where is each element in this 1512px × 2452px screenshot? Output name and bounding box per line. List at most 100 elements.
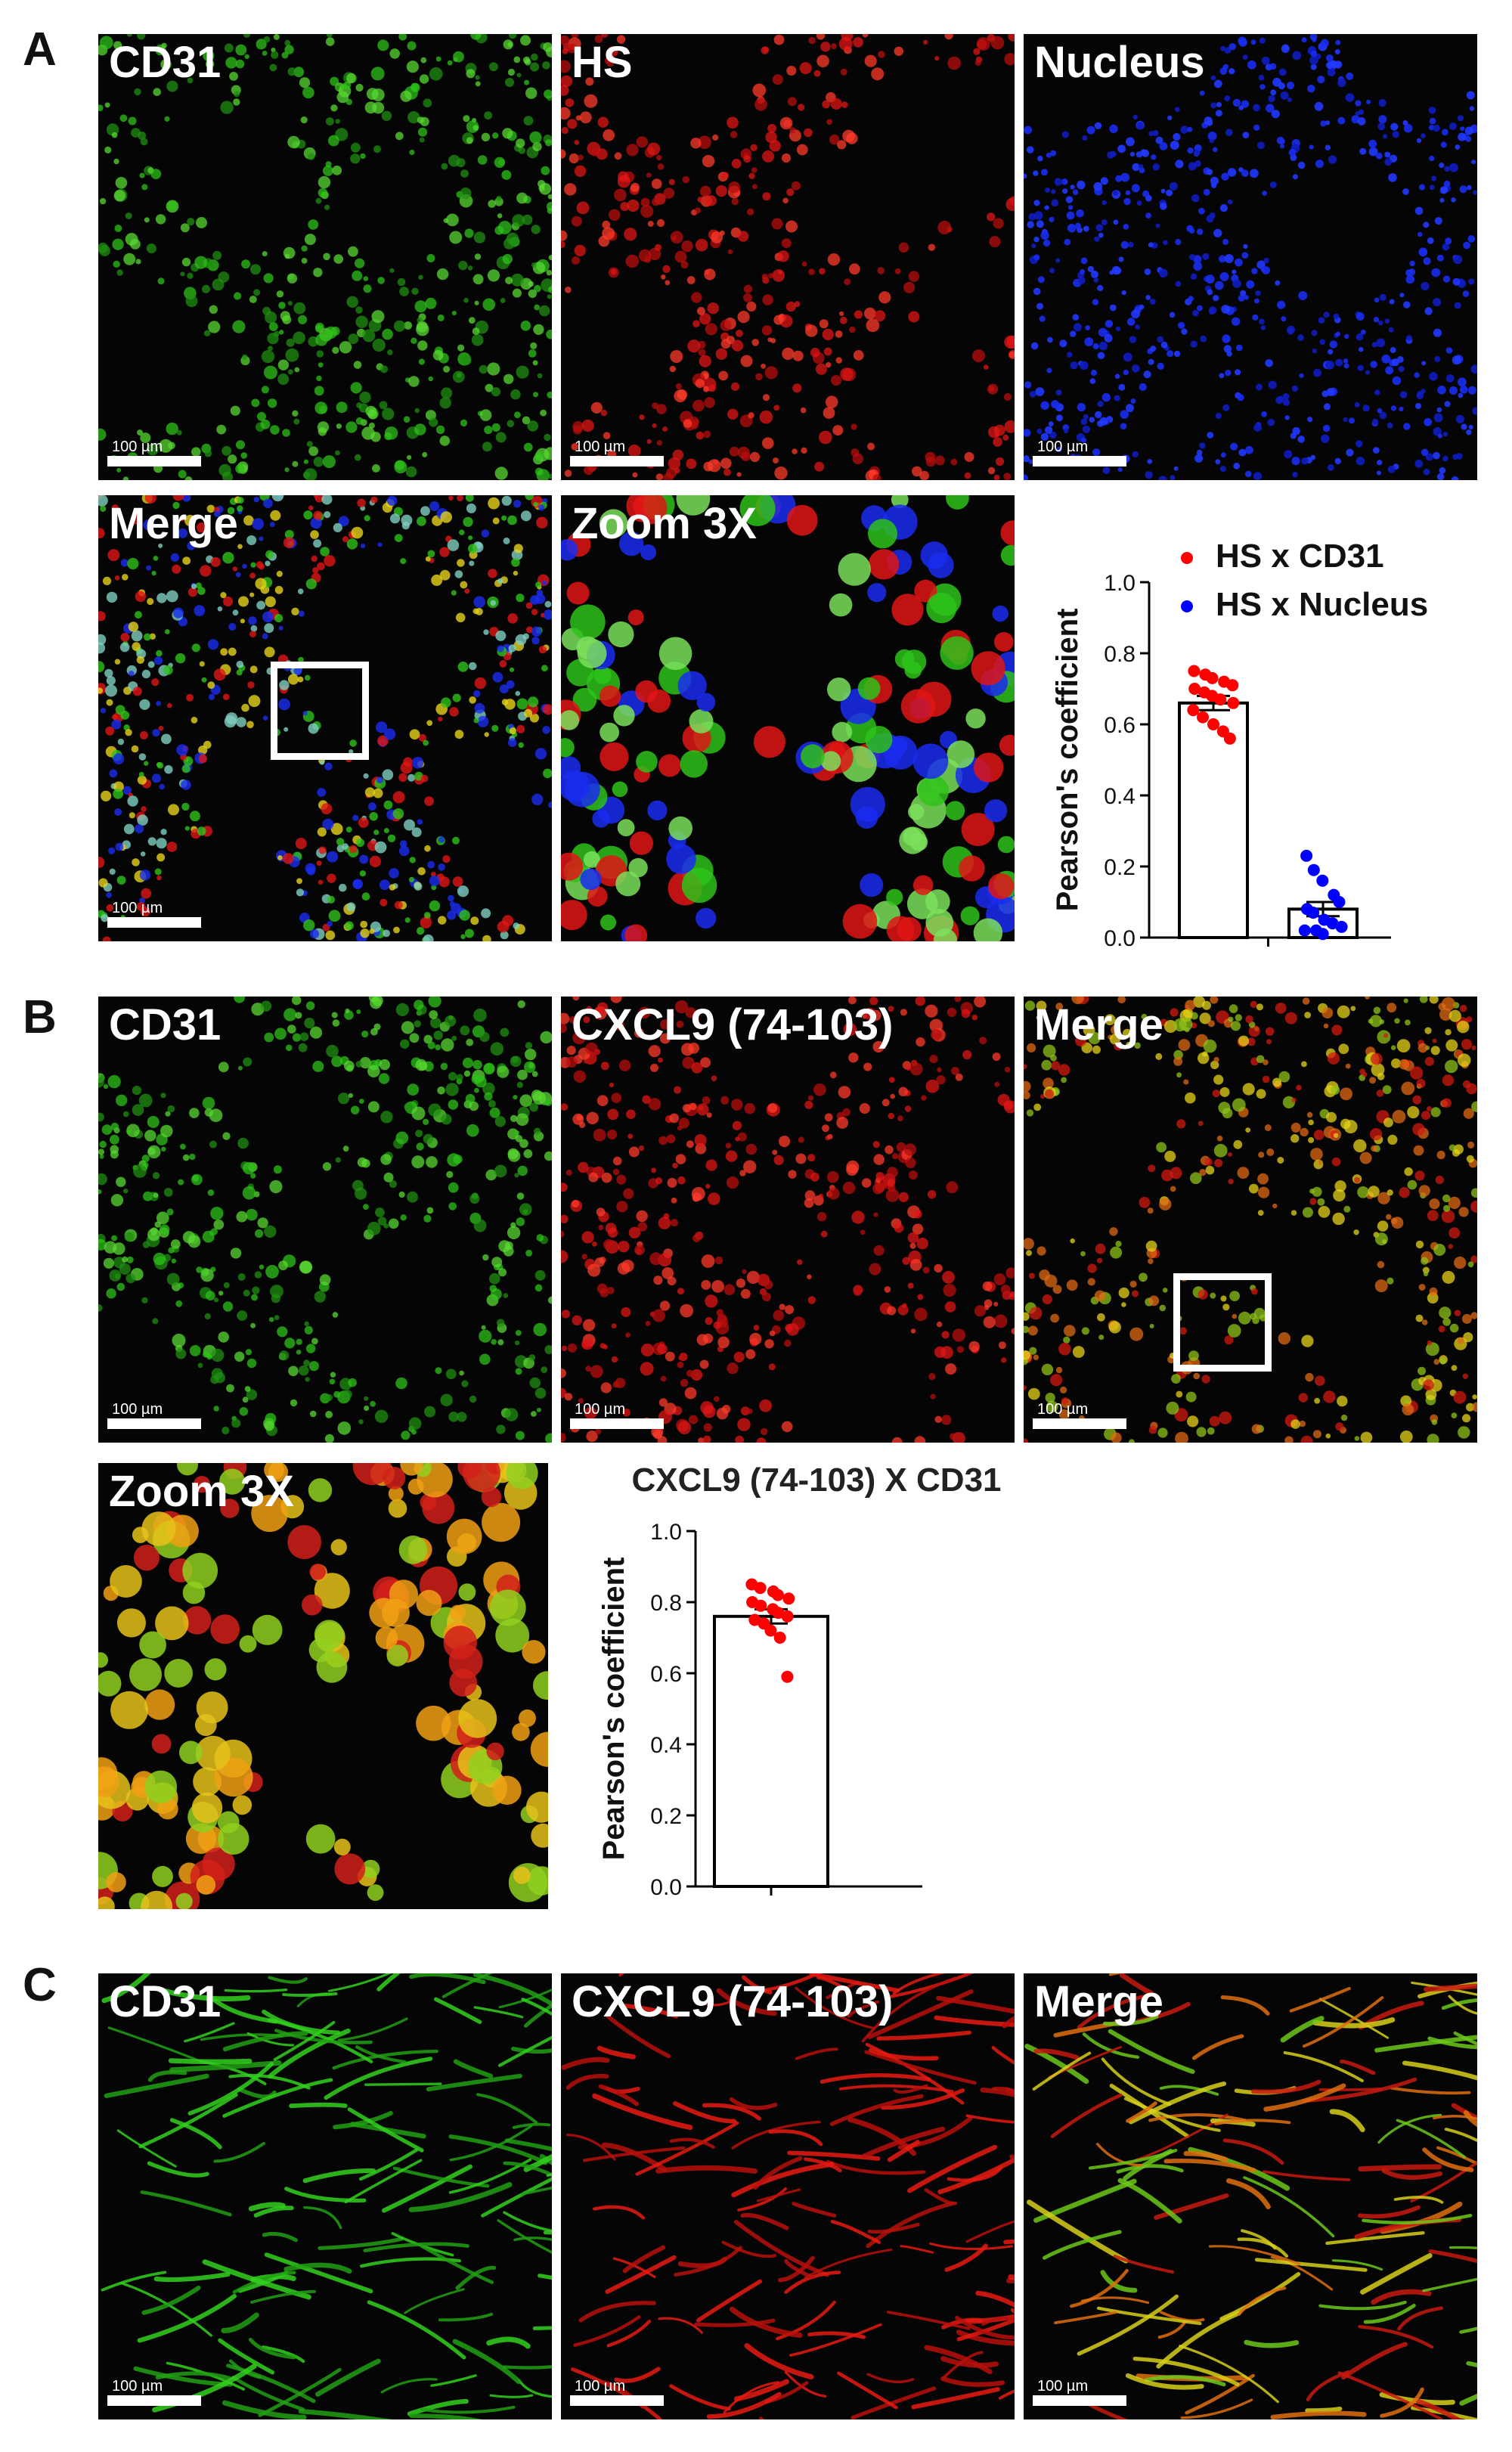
scale-bar xyxy=(107,917,201,928)
image-label: Zoom 3X xyxy=(572,499,757,548)
data-point xyxy=(1188,665,1201,677)
chart-b-pearson: CXCL9 (74-103) X CD31 Pearson's coefficie… xyxy=(597,1462,1002,1900)
data-point xyxy=(1227,696,1240,709)
micrograph-b-zoom: Zoom 3X xyxy=(98,1463,548,1909)
data-point xyxy=(1206,671,1219,684)
image-label: CD31 xyxy=(109,1977,222,2026)
y-tick-label: 0.2 xyxy=(1104,855,1136,880)
data-point xyxy=(1298,924,1311,937)
scale-bar-label: 100 µm xyxy=(112,1401,163,1418)
legend-label: HS x CD31 xyxy=(1216,538,1384,575)
legend-marker xyxy=(1181,552,1193,564)
micrograph-a-cd31: CD31 100 µm xyxy=(98,34,552,480)
data-point xyxy=(1307,863,1320,876)
data-point xyxy=(782,1592,795,1605)
y-axis-label: Pearson's coefficient xyxy=(1051,609,1084,912)
data-point xyxy=(1333,896,1346,908)
data-point xyxy=(1214,693,1227,706)
zoom-region-box xyxy=(1173,1273,1272,1372)
y-tick-label: 0.6 xyxy=(1104,713,1136,738)
image-label: CXCL9 (74-103) xyxy=(572,1977,894,2026)
image-label: HS xyxy=(572,38,633,87)
scale-bar-label: 100 µm xyxy=(575,439,626,455)
image-label: CXCL9 (74-103) xyxy=(572,1000,894,1049)
data-point xyxy=(1307,907,1320,919)
scale-bar xyxy=(1033,456,1126,467)
data-point xyxy=(1316,874,1329,887)
micrograph-c-cxcl9: CXCL9 (74-103) 100 µm xyxy=(561,1973,1015,2419)
micrograph-a-zoom: Zoom 3X xyxy=(561,495,1015,941)
scale-bar xyxy=(107,456,201,467)
scale-bar-label: 100 µm xyxy=(112,439,163,455)
scale-bar xyxy=(570,456,664,467)
legend-label: HS x Nucleus xyxy=(1216,586,1428,623)
micrograph-b-merge: Merge 100 µm xyxy=(1024,997,1477,1443)
y-tick-label: 1.0 xyxy=(650,1520,682,1545)
data-point xyxy=(1316,928,1329,941)
panel-letter-c: C xyxy=(23,1959,57,2011)
data-point xyxy=(764,1624,777,1637)
y-tick-label: 0.4 xyxy=(1104,784,1136,809)
data-point xyxy=(781,1670,794,1683)
data-point xyxy=(754,1582,767,1595)
image-label: Merge xyxy=(1034,1977,1163,2026)
data-point xyxy=(1326,917,1339,930)
image-label: Merge xyxy=(109,499,238,548)
micrograph-a-nucleus: Nucleus 100 µm xyxy=(1024,34,1477,480)
bar-1 xyxy=(713,1614,829,1889)
image-label: CD31 xyxy=(109,1000,222,1049)
data-point xyxy=(1226,679,1239,692)
data-point xyxy=(772,1607,785,1620)
y-tick-label: 0.6 xyxy=(650,1662,682,1687)
data-point xyxy=(754,1599,767,1612)
zoom-region-box xyxy=(271,662,369,760)
y-tick-label: 0.0 xyxy=(1104,926,1136,951)
y-tick-label: 1.0 xyxy=(1104,571,1136,596)
panel-letter-b: B xyxy=(23,991,57,1043)
chart-title: CXCL9 (74-103) X CD31 xyxy=(631,1462,1001,1499)
bar-1 xyxy=(1178,701,1249,940)
scale-bar-label: 100 µm xyxy=(112,900,163,916)
data-point xyxy=(1207,718,1219,730)
data-point xyxy=(773,1632,786,1644)
micrograph-c-merge: Merge 100 µm xyxy=(1024,1973,1477,2419)
micrograph-b-cd31: CD31 100 µm xyxy=(98,997,552,1443)
image-label: CD31 xyxy=(109,38,222,87)
y-tick-label: 0.4 xyxy=(650,1733,682,1758)
micrograph-a-hs: HS 100 µm xyxy=(561,34,1015,480)
data-point xyxy=(1223,732,1236,745)
data-point xyxy=(1197,711,1209,724)
scale-bar xyxy=(107,2395,201,2406)
chart-a-pearson: Pearson's coefficient 0.0 0.2 0.4 0.6 0.8 1.0 H… xyxy=(1051,538,1428,951)
scale-bar-label: 100 µm xyxy=(575,2378,626,2395)
scale-bar-label: 100 µm xyxy=(112,2378,163,2395)
data-point xyxy=(1300,849,1313,862)
y-tick-label: 0.8 xyxy=(650,1591,682,1616)
y-tick-label: 0.2 xyxy=(650,1804,682,1829)
scale-bar xyxy=(1033,2395,1126,2406)
scale-bar-label: 100 µm xyxy=(1037,2378,1089,2395)
scale-bar xyxy=(570,2395,664,2406)
image-label: Zoom 3X xyxy=(109,1467,294,1516)
image-label: Merge xyxy=(1034,1000,1163,1049)
y-tick-label: 0.0 xyxy=(650,1875,682,1900)
scale-bar xyxy=(1033,1418,1126,1429)
scale-bar-label: 100 µm xyxy=(575,1401,626,1418)
data-point xyxy=(772,1589,784,1601)
data-point xyxy=(748,1613,761,1626)
data-point xyxy=(1335,920,1348,933)
micrograph-c-cd31: CD31 100 µm xyxy=(98,1973,552,2419)
y-tick-label: 0.8 xyxy=(1104,642,1136,667)
scale-bar xyxy=(570,1418,664,1429)
scale-bar xyxy=(107,1418,201,1429)
data-point xyxy=(1188,683,1201,695)
legend-marker xyxy=(1181,600,1193,612)
panel-letter-a: A xyxy=(23,23,57,76)
data-point xyxy=(781,1610,794,1623)
scale-bar-label: 100 µm xyxy=(1037,1401,1089,1418)
micrograph-b-cxcl9: CXCL9 (74-103) 100 µm xyxy=(561,997,1015,1443)
scale-bar-label: 100 µm xyxy=(1037,439,1089,455)
micrograph-a-merge: Merge 100 µm xyxy=(98,495,552,941)
image-label: Nucleus xyxy=(1034,38,1205,87)
data-point xyxy=(1187,704,1200,717)
